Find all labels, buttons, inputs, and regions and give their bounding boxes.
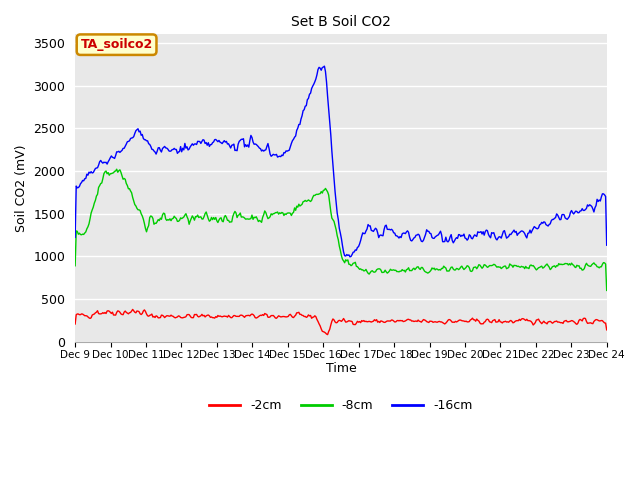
Text: TA_soilco2: TA_soilco2 <box>81 38 153 51</box>
X-axis label: Time: Time <box>326 362 356 375</box>
Y-axis label: Soil CO2 (mV): Soil CO2 (mV) <box>15 144 28 232</box>
Legend: -2cm, -8cm, -16cm: -2cm, -8cm, -16cm <box>204 394 478 417</box>
Title: Set B Soil CO2: Set B Soil CO2 <box>291 15 391 29</box>
